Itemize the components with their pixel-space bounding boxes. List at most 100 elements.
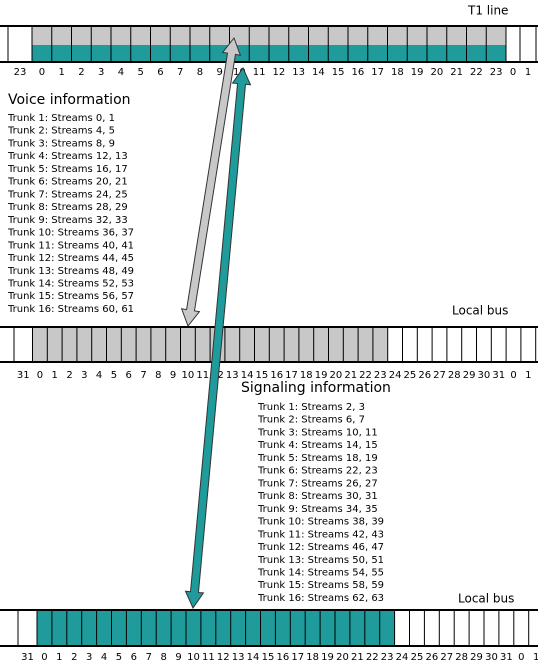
slot-label: 5 <box>137 67 143 78</box>
slot-label: 22 <box>359 370 372 381</box>
slot-signal <box>249 45 269 61</box>
slot-label: 29 <box>463 370 476 381</box>
signaling-title: Signaling information <box>241 380 391 396</box>
slot-label: 25 <box>411 652 424 663</box>
slot-label: 16 <box>276 652 289 663</box>
slot-voice <box>62 328 77 361</box>
trunk-line: Trunk 5: Streams 18, 19 <box>257 453 378 464</box>
slot-signal <box>308 45 329 61</box>
slot-label: 30 <box>478 370 491 381</box>
slot-label: 15 <box>262 652 275 663</box>
slot-signal <box>305 611 321 645</box>
slot-voice <box>284 328 299 361</box>
slot-label: 28 <box>448 370 461 381</box>
slot-signal <box>349 611 365 645</box>
slot-signal <box>91 45 111 61</box>
trunk-line: Trunk 2: Streams 6, 7 <box>257 415 365 426</box>
slot-voice <box>32 328 48 361</box>
slot-label: 23 <box>374 370 387 381</box>
slot-signal <box>51 611 67 645</box>
slot-label: 8 <box>160 652 166 663</box>
slot-label: 0 <box>518 652 524 663</box>
slot-label: 0 <box>41 652 47 663</box>
trunk-line: Trunk 9: Streams 32, 33 <box>7 215 128 226</box>
slot-label: 31 <box>500 652 513 663</box>
slot-label: 11 <box>196 370 209 381</box>
slot-label: 4 <box>118 67 124 78</box>
slot-signal <box>81 611 97 645</box>
slot-voice <box>47 328 63 361</box>
slot-label: 21 <box>351 652 364 663</box>
slot-label: 23 <box>490 67 503 78</box>
slot-voice <box>367 27 388 45</box>
slot-signal <box>96 611 112 645</box>
slot-label: 26 <box>425 652 438 663</box>
slot-voice <box>111 27 131 45</box>
trunk-line: Trunk 10: Streams 38, 39 <box>257 517 384 528</box>
slot-label: 8 <box>197 67 203 78</box>
t1-label: T1 line <box>467 4 508 18</box>
trunk-line: Trunk 6: Streams 20, 21 <box>7 177 128 188</box>
slot-label: 28 <box>455 652 468 663</box>
slot-label: 14 <box>247 652 260 663</box>
slot-voice <box>32 27 52 45</box>
slot-voice <box>165 328 181 361</box>
slot-voice <box>190 27 210 45</box>
slot-label: 19 <box>315 370 328 381</box>
slot-voice <box>195 328 211 361</box>
slot-label: 16 <box>270 370 283 381</box>
trunk-line: Trunk 12: Streams 46, 47 <box>257 542 384 553</box>
slot-voice <box>180 328 196 361</box>
slot-signal <box>171 611 186 645</box>
slot-signal <box>156 611 172 645</box>
slot-voice <box>486 27 506 45</box>
slot-label: 29 <box>470 652 483 663</box>
slot-label: 24 <box>396 652 409 663</box>
slot-signal <box>126 611 142 645</box>
slot-signal <box>215 611 231 645</box>
slot-label: 9 <box>216 67 222 78</box>
slot-signal <box>37 611 52 645</box>
arrow <box>184 66 252 610</box>
slot-voice <box>170 27 190 45</box>
slot-signal <box>170 45 190 61</box>
slot-signal <box>466 45 487 61</box>
slot-signal <box>367 45 388 61</box>
slot-label: 31 <box>17 370 30 381</box>
slot-label: 16 <box>352 67 365 78</box>
slot-signal <box>209 45 230 61</box>
slot-label: 20 <box>330 370 343 381</box>
slot-voice <box>407 27 427 45</box>
slot-label: 17 <box>291 652 304 663</box>
slot-label: 2 <box>71 652 77 663</box>
slot-signal <box>200 611 216 645</box>
slot-label: 4 <box>101 652 107 663</box>
slot-label: 30 <box>485 652 498 663</box>
slot-signal <box>141 611 157 645</box>
slot-label: 5 <box>116 652 122 663</box>
slot-label: 1 <box>58 67 64 78</box>
trunk-line: Trunk 1: Streams 0, 1 <box>7 113 115 124</box>
trunk-line: Trunk 3: Streams 8, 9 <box>7 138 115 149</box>
slot-voice <box>446 27 467 45</box>
slot-signal <box>486 45 506 61</box>
slot-signal <box>32 45 52 61</box>
slot-voice <box>254 328 270 361</box>
slot-voice <box>288 27 309 45</box>
slot-label: 14 <box>312 67 325 78</box>
slot-label: 0 <box>37 370 43 381</box>
slot-label: 11 <box>253 67 266 78</box>
trunk-line: Trunk 14: Streams 54, 55 <box>257 567 384 578</box>
bus-label: Local bus <box>458 592 514 606</box>
slot-label: 18 <box>391 67 404 78</box>
trunk-line: Trunk 1: Streams 2, 3 <box>257 402 365 413</box>
slot-label: 31 <box>492 370 505 381</box>
slot-signal <box>186 611 201 645</box>
voice-title: Voice information <box>8 92 131 108</box>
slot-label: 27 <box>433 370 446 381</box>
slot-label: 9 <box>170 370 176 381</box>
trunk-line: Trunk 10: Streams 36, 37 <box>7 228 134 239</box>
slot-label: 12 <box>273 67 286 78</box>
slot-voice <box>387 27 408 45</box>
